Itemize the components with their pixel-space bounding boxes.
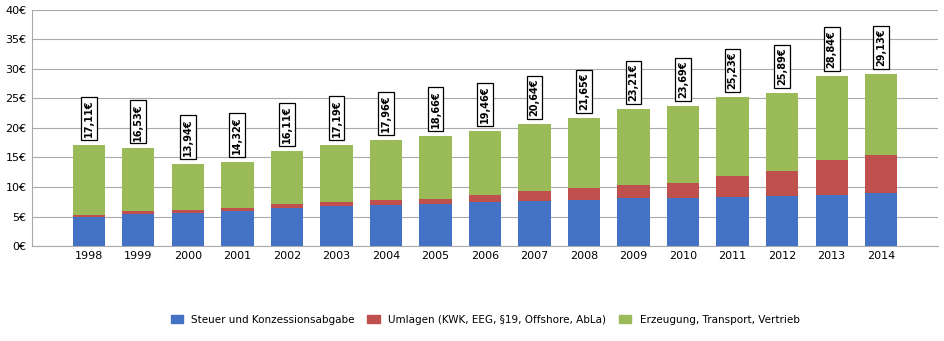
Bar — [320, 202, 352, 206]
Bar — [271, 204, 303, 208]
Bar — [766, 196, 799, 246]
Bar — [865, 74, 897, 154]
Text: 17,96€: 17,96€ — [381, 94, 391, 132]
Bar — [667, 106, 700, 183]
Text: 23,21€: 23,21€ — [629, 63, 638, 101]
Text: 19,46€: 19,46€ — [480, 86, 490, 123]
Bar — [716, 97, 749, 176]
Bar — [320, 206, 352, 246]
Bar — [667, 183, 700, 198]
Text: 17,11€: 17,11€ — [84, 100, 93, 137]
Bar — [816, 76, 848, 160]
Bar — [370, 140, 402, 199]
Text: 25,23€: 25,23€ — [728, 51, 737, 89]
Bar — [73, 145, 105, 216]
Bar — [172, 164, 204, 210]
Bar — [469, 131, 501, 195]
Bar — [568, 188, 600, 199]
Bar — [816, 195, 848, 246]
Text: 20,64€: 20,64€ — [530, 79, 540, 116]
Text: 28,84€: 28,84€ — [827, 30, 836, 68]
Bar — [123, 148, 155, 211]
Bar — [370, 205, 402, 246]
Bar — [518, 201, 550, 246]
Legend: Steuer und Konzessionsabgabe, Umlagen (KWK, EEG, §19, Offshore, AbLa), Erzeugung: Steuer und Konzessionsabgabe, Umlagen (K… — [166, 311, 803, 329]
Text: 25,89€: 25,89€ — [777, 48, 787, 85]
Bar — [320, 145, 352, 202]
Text: 17,19€: 17,19€ — [331, 99, 342, 137]
Bar — [221, 162, 254, 208]
Bar — [172, 212, 204, 246]
Text: 16,11€: 16,11€ — [282, 106, 292, 143]
Text: 18,66€: 18,66€ — [430, 90, 441, 128]
Bar — [271, 151, 303, 204]
Bar — [766, 171, 799, 196]
Bar — [73, 217, 105, 246]
Bar — [73, 216, 105, 217]
Text: 13,94€: 13,94€ — [183, 118, 193, 156]
Text: 29,13€: 29,13€ — [876, 29, 886, 66]
Bar — [716, 176, 749, 197]
Bar — [716, 197, 749, 246]
Bar — [568, 199, 600, 246]
Text: 23,69€: 23,69€ — [678, 61, 688, 98]
Bar — [419, 136, 451, 199]
Bar — [419, 204, 451, 246]
Bar — [865, 154, 897, 193]
Bar — [617, 198, 649, 246]
Bar — [568, 118, 600, 188]
Bar — [469, 195, 501, 203]
Bar — [518, 191, 550, 201]
Text: 16,53€: 16,53€ — [133, 103, 143, 140]
Bar — [221, 211, 254, 246]
Bar — [221, 208, 254, 211]
Bar — [271, 208, 303, 246]
Bar — [123, 211, 155, 214]
Bar — [123, 214, 155, 246]
Bar — [518, 124, 550, 191]
Bar — [766, 93, 799, 171]
Bar — [172, 210, 204, 212]
Bar — [617, 185, 649, 198]
Bar — [865, 193, 897, 246]
Bar — [469, 203, 501, 246]
Bar — [816, 160, 848, 195]
Bar — [419, 199, 451, 204]
Text: 14,32€: 14,32€ — [232, 116, 243, 154]
Text: 21,65€: 21,65€ — [579, 73, 589, 110]
Bar — [667, 198, 700, 246]
Bar — [370, 199, 402, 205]
Bar — [617, 109, 649, 185]
